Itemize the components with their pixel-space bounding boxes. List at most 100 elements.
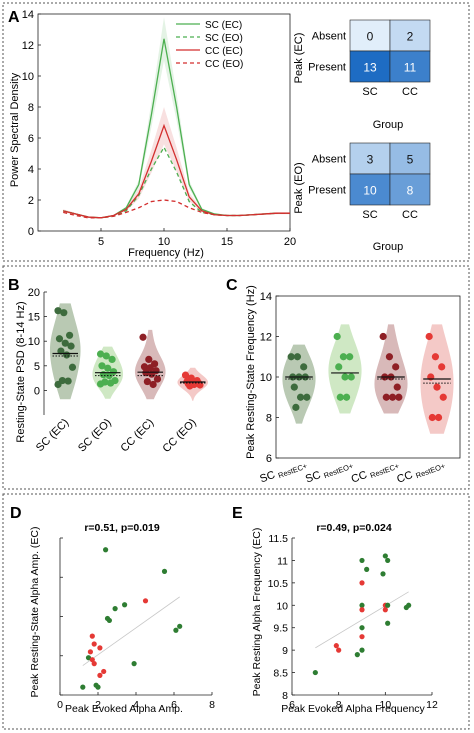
- peak-frequency-y-label: Peak Resting-State Frequency (Hz): [245, 285, 257, 459]
- scatter-fit-line: [315, 591, 409, 649]
- scatter-data-point: [97, 645, 103, 651]
- heatmap-cell-value: 2: [407, 30, 414, 44]
- alpha-frequency-x-label: Peak Evoked Alpha Frequency: [281, 703, 425, 715]
- scatter-data-point: [359, 634, 365, 640]
- psd-y-tick-label: 8: [28, 102, 34, 114]
- scatter-data-point: [80, 684, 86, 690]
- psd-y-tick-label: 12: [22, 40, 34, 52]
- violin-data-point: [287, 353, 295, 361]
- scatter-data-point: [382, 607, 388, 613]
- alpha-amp-x-label: Peak Evoked Alpha Amp.: [65, 703, 183, 715]
- violin-data-point: [55, 335, 64, 343]
- violin-category-main: SC: [304, 468, 325, 486]
- violin-data-point: [385, 353, 394, 361]
- violin-y-tick-label: 8: [266, 413, 272, 425]
- violin-data-point: [105, 372, 113, 380]
- scatter-data-point: [312, 669, 318, 676]
- violin-y-tick-label: 20: [28, 287, 40, 299]
- heatmap-cell: [389, 173, 431, 206]
- scatter-data-point: [142, 598, 149, 604]
- violin-data-point: [428, 413, 436, 422]
- panel-de-frame: [2, 493, 470, 730]
- scatter-data-point: [122, 602, 128, 608]
- alpha-amp-stats: r=0.51, p=0.019: [84, 522, 159, 534]
- scatter-y-tick-label: 9: [282, 645, 288, 657]
- scatter-data-point: [359, 647, 365, 653]
- scatter-data-point: [354, 652, 360, 658]
- scatter-data-point: [173, 627, 179, 633]
- psd-x-axis-label: Frequency (Hz): [128, 247, 204, 259]
- scatter-x-tick-label: 2: [95, 699, 101, 711]
- violin-data-point: [104, 364, 112, 372]
- panel-label-b: B: [8, 277, 20, 294]
- violin-category-label: SC RestEO+: [304, 457, 355, 486]
- scatter-y-tick-label: 8: [282, 690, 288, 702]
- violin-data-point: [139, 333, 147, 341]
- violin-data-point: [388, 393, 397, 401]
- scatter-data-point: [161, 568, 168, 574]
- heatmap-cell-value: 3: [367, 153, 374, 167]
- psd-series-line: [63, 38, 290, 219]
- violin-data-point: [63, 351, 71, 359]
- scatter-data-point: [359, 602, 365, 608]
- violin-data-point: [425, 332, 433, 341]
- violin-data-point: [96, 380, 105, 388]
- violin-category-sub: RestEO+: [414, 461, 446, 480]
- scatter-data-point: [101, 668, 107, 675]
- heatmap-cell: [389, 50, 431, 83]
- violin-data-point: [140, 363, 149, 371]
- violin-category-label: CC (EO): [161, 417, 199, 455]
- heatmap-cell-value: 10: [363, 184, 377, 198]
- scatter-data-point: [385, 602, 391, 608]
- violin-category-main: SC: [258, 468, 279, 486]
- heatmap-cell-value: 0: [367, 30, 374, 44]
- panel-bc-frame: [2, 265, 470, 490]
- heatmap-row-label: Absent: [312, 154, 346, 166]
- scatter-x-tick-label: 12: [426, 699, 438, 711]
- violin-shape: [49, 303, 81, 400]
- scatter-data-point: [333, 643, 339, 649]
- psd-series-line: [63, 199, 290, 219]
- scatter-data-point: [91, 661, 97, 667]
- heatmap-cell: [349, 173, 391, 206]
- violin-data-point: [347, 373, 355, 381]
- peak-frequency-violin-chart: Peak Resting-State Frequency (Hz) 6 8 10 12…: [245, 285, 461, 486]
- violin-data-point: [108, 355, 116, 364]
- violin-data-point: [64, 377, 72, 385]
- psd-y-tick-label: 2: [28, 195, 34, 207]
- violin-data-point: [393, 383, 401, 391]
- psd-legend-label: SC (EO): [205, 33, 243, 44]
- panel-label-d: D: [10, 505, 22, 522]
- violin-data-point: [149, 380, 157, 389]
- psd-y-tick-label: 10: [22, 71, 34, 83]
- alpha-frequency-stats: r=0.49, p=0.024: [316, 522, 391, 534]
- psd-x-tick-label: 10: [158, 236, 170, 248]
- scatter-data-point: [380, 571, 386, 577]
- peak-ec-x-label: Group: [373, 119, 404, 131]
- violin-data-point: [60, 309, 68, 317]
- violin-shape: [328, 324, 362, 414]
- heatmap-cell-value: 8: [407, 184, 414, 198]
- violin-category-main: CC: [395, 468, 417, 486]
- violin-data-point: [431, 353, 440, 361]
- violin-data-point: [438, 363, 446, 371]
- scatter-data-point: [359, 557, 365, 564]
- violin-data-point: [341, 373, 349, 381]
- scatter-data-point: [364, 566, 370, 573]
- panel-label-e: E: [232, 505, 243, 522]
- psd-error-band: [63, 107, 291, 218]
- violin-y-tick-label: 14: [260, 291, 272, 303]
- violin-category-label: SC (EC): [34, 417, 71, 454]
- violin-data-point: [335, 363, 343, 371]
- psd-x-tick-label: 15: [221, 236, 233, 248]
- scatter-data-point: [87, 649, 93, 655]
- heatmap-row-label: Present: [308, 185, 346, 197]
- violin-y-tick-label: 10: [260, 372, 272, 384]
- violin-data-point: [296, 393, 305, 401]
- violin-data-point: [346, 353, 354, 361]
- scatter-data-point: [106, 617, 112, 624]
- heatmap-row-label: Absent: [312, 31, 346, 43]
- psd-y-tick-label: 6: [28, 133, 34, 145]
- heatmap-cell-value: 5: [407, 153, 414, 167]
